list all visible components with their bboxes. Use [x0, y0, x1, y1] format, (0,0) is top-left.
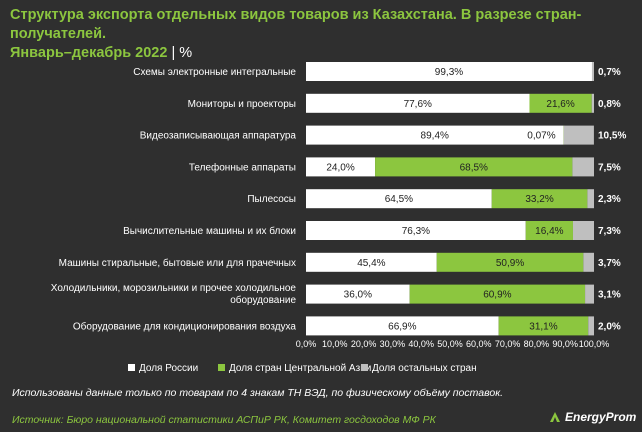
data-label-central-asia: 50,9% [496, 258, 524, 269]
bar-segment-2 [529, 93, 592, 113]
bar-segment-2 [409, 284, 586, 304]
data-label-russia: 76,3% [402, 226, 430, 237]
bar-segment-3 [583, 252, 594, 272]
bar-segment-1 [306, 316, 499, 336]
category-label: Машины стиральные, бытовые или для праче… [59, 257, 296, 269]
bar-segment-3 [587, 189, 594, 209]
data-label-other: 2,0% [598, 321, 621, 332]
x-tick-label: 30,0% [380, 339, 406, 349]
bar-segment-1 [306, 284, 410, 304]
data-label-other: 3,7% [598, 258, 621, 269]
bar-segment-3 [572, 157, 594, 177]
x-tick-label: 0,0% [296, 339, 317, 349]
x-tick-label: 20,0% [351, 339, 377, 349]
category-label: Схемы электронные интегральные [133, 67, 296, 78]
bar-segment-3 [591, 62, 594, 81]
x-tick-label: 10,0% [322, 339, 348, 349]
category-label: Мониторы и проекторы [188, 99, 296, 110]
bar-segment-2 [491, 189, 588, 209]
legend-label-2: Доля стран Центральной Азии [229, 363, 371, 374]
category-label: Оборудование для кондиционирования возду… [73, 320, 297, 332]
x-tick-label: 40,0% [408, 339, 434, 349]
data-label-other: 0,7% [598, 67, 621, 78]
bar-segment-2 [498, 316, 589, 336]
data-label-central-asia: 33,2% [525, 194, 553, 205]
legend-swatch-2 [218, 364, 225, 371]
data-label-russia: 89,4% [421, 131, 449, 142]
bar-segment-3 [572, 221, 594, 240]
bar-segment-1 [306, 93, 530, 113]
bar-segment-3 [563, 125, 594, 145]
source-note: Источник: Бюро национальной статистики А… [12, 414, 436, 426]
data-label-other: 3,1% [598, 290, 621, 301]
data-label-russia: 64,5% [385, 194, 413, 205]
category-label: Телефонные аппараты [189, 161, 296, 173]
title-line1: Структура экспорта отдельных видов товар… [10, 7, 582, 42]
bar-segment-1 [306, 221, 526, 240]
bar-segment-1 [306, 62, 592, 81]
logo-mark-icon [550, 412, 560, 422]
bar-segment-2 [375, 157, 573, 177]
data-label-central-asia: 16,4% [535, 226, 563, 237]
category-label: Вычислительные машины и их блоки [123, 225, 296, 237]
x-tick-label: 80,0% [524, 339, 550, 349]
energyprom-logo: EnergyProm [548, 410, 636, 424]
bar-segment-3 [591, 93, 594, 113]
data-label-other: 7,5% [598, 162, 621, 173]
bar-segment-1 [306, 189, 492, 209]
data-label-russia: 36,0% [344, 290, 372, 301]
data-label-russia: 66,9% [388, 321, 416, 332]
x-tick-label: 90,0% [552, 339, 578, 349]
category-label: Холодильники, морозильники и прочее холо… [51, 283, 297, 306]
legend-label-3: Доля остальных стран [372, 363, 477, 374]
title-unit: | % [171, 45, 193, 61]
bar-segment-2 [436, 252, 584, 272]
data-label-central-asia: 60,9% [483, 290, 511, 301]
data-label-central-asia: 0,07% [527, 131, 555, 142]
logo-text: EnergyProm [565, 410, 637, 424]
bar-segment-2 [525, 221, 573, 240]
data-label-russia: 24,0% [326, 162, 354, 173]
legend-swatch-1 [128, 364, 135, 371]
bar-segment-3 [585, 284, 594, 304]
data-label-central-asia: 21,6% [546, 99, 574, 110]
x-tick-label: 70,0% [495, 339, 521, 349]
data-label-central-asia: 31,1% [529, 321, 557, 332]
data-label-other: 2,3% [598, 194, 621, 205]
bar-segment-1 [306, 157, 376, 177]
bar-segment-1 [306, 125, 564, 145]
data-label-other: 7,3% [598, 226, 621, 237]
data-label-russia: 45,4% [357, 258, 385, 269]
footnote: Использованы данные только по товарам по… [12, 387, 504, 399]
x-tick-label: 50,0% [437, 339, 463, 349]
x-tick-label: 100,0% [579, 339, 610, 349]
data-label-other: 0,8% [598, 99, 621, 110]
data-label-russia: 77,6% [404, 99, 432, 110]
data-label-russia: 99,3% [435, 67, 463, 78]
category-label: Пылесосы [247, 194, 296, 205]
legend-swatch-3 [361, 364, 368, 371]
title-line2: Январь–декабрь 2022 [10, 45, 168, 61]
bar-segment-3 [588, 316, 594, 336]
chart-title: Структура экспорта отдельных видов товар… [10, 6, 630, 63]
legend-label-1: Доля России [139, 363, 198, 374]
x-tick-label: 60,0% [466, 339, 492, 349]
data-label-other: 10,5% [598, 131, 626, 142]
bar-segment-1 [306, 252, 437, 272]
data-label-central-asia: 68,5% [460, 162, 488, 173]
category-label: Видеозаписывающая аппаратура [140, 131, 297, 142]
